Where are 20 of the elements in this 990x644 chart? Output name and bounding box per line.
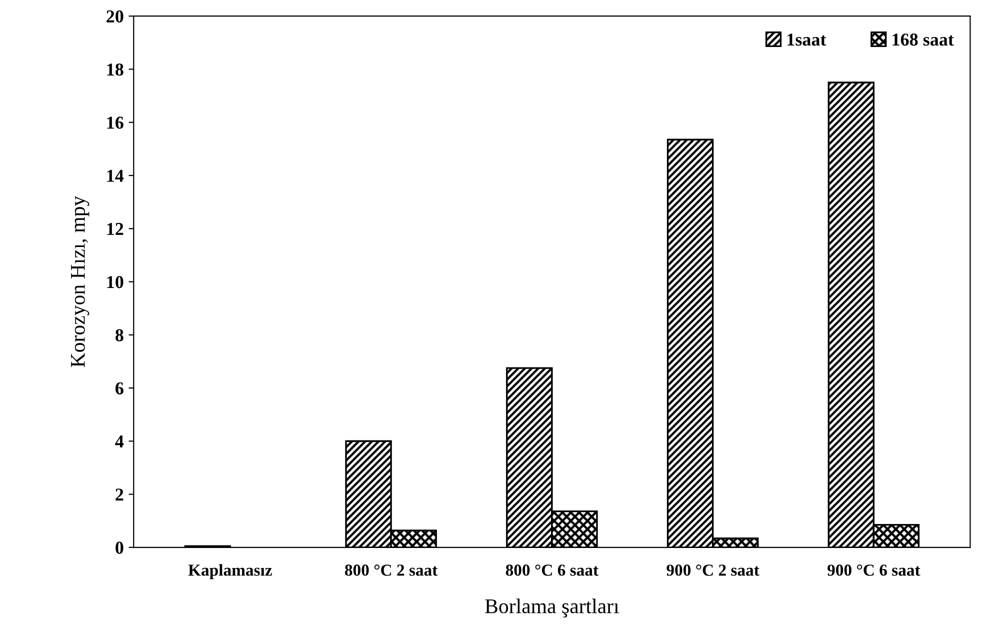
x-tick-label: 800 °C 2 saat bbox=[344, 564, 438, 576]
y-tick-label: 4 bbox=[115, 436, 124, 448]
x-tick-label: 800 °C 6 saat bbox=[506, 564, 598, 576]
y-tick-label: 14 bbox=[107, 170, 124, 182]
y-tick-label: 2 bbox=[116, 488, 124, 501]
y-tick-label: 12 bbox=[107, 222, 124, 235]
y-tick-label: 10 bbox=[107, 276, 124, 288]
y-tick-label: 18 bbox=[107, 63, 124, 76]
y-tick-label: 20 bbox=[106, 10, 124, 23]
y-tick-label: 6 bbox=[116, 382, 124, 394]
x-axis-title: Borlama şartları bbox=[485, 598, 619, 618]
y-tick-label: 16 bbox=[107, 116, 124, 129]
x-tick-label: 900 °C 2 saat bbox=[666, 564, 760, 576]
x-tick-label: Kaplamasız bbox=[188, 564, 272, 580]
y-tick-label: 8 bbox=[116, 329, 124, 342]
legend-label: 1saat bbox=[788, 34, 826, 46]
y-tick-label: 0 bbox=[116, 542, 124, 554]
y-axis-title: Korozyon Hızı, mpy bbox=[71, 196, 90, 368]
x-tick-label: 900 °C 6 saat bbox=[828, 564, 920, 576]
legend-label: 168 saat bbox=[892, 34, 954, 46]
